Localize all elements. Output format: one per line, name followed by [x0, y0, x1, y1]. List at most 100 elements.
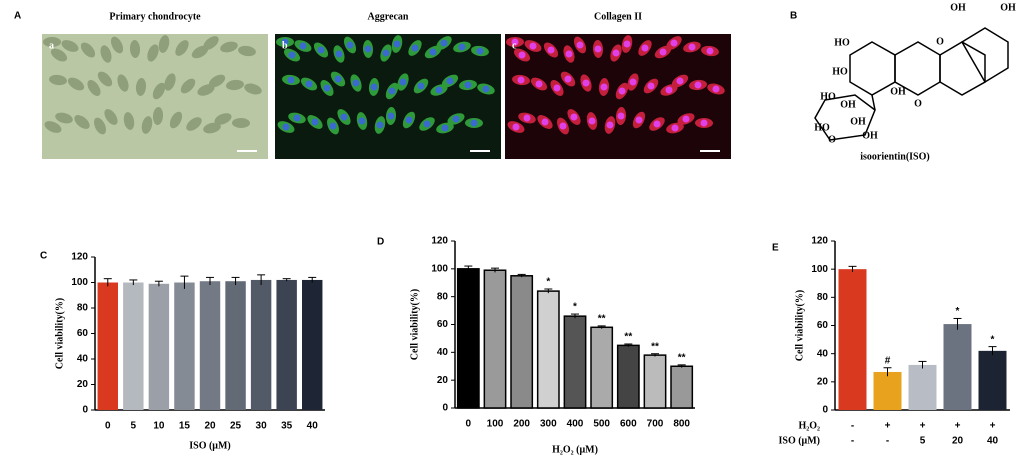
- nucleus: [435, 86, 443, 94]
- atom: HO: [814, 122, 830, 133]
- atom: O: [914, 98, 922, 109]
- bar: [590, 326, 614, 409]
- y-axis-label: Cell viability(%): [794, 290, 805, 361]
- nucleus: [399, 78, 407, 86]
- cell: [232, 117, 250, 129]
- y-tick-label: 40: [77, 354, 89, 365]
- nucleus: [293, 114, 301, 122]
- x-tick-label: 400: [567, 419, 584, 430]
- cell: [80, 42, 96, 58]
- atom: O: [936, 36, 944, 47]
- cell: [141, 116, 153, 134]
- panel-label: B: [790, 11, 797, 22]
- nucleus: [287, 76, 295, 84]
- bar: [943, 324, 972, 410]
- x-axis-label: H₂O₂ (μM): [552, 444, 598, 455]
- x-tick-label: 200: [513, 419, 530, 430]
- annotation: **: [651, 341, 659, 352]
- annotation: *: [546, 277, 550, 288]
- annotation: *: [573, 302, 577, 313]
- bar: [616, 344, 640, 409]
- atom: OH: [1000, 2, 1016, 13]
- y-tick-label: 60: [817, 320, 829, 331]
- cell: [67, 77, 85, 91]
- nucleus: [470, 119, 478, 127]
- nucleus: [382, 49, 390, 57]
- x-tick-label: 40: [307, 421, 319, 432]
- nucleus: [629, 78, 637, 86]
- cell: [104, 109, 118, 125]
- nucleus: [411, 44, 419, 52]
- x-tick-label: 20: [204, 421, 216, 432]
- structure: [814, 27, 1009, 141]
- nucleus: [688, 43, 696, 51]
- y-tick-label: 80: [77, 303, 89, 314]
- nucleus: [370, 83, 378, 91]
- bar: [302, 279, 323, 410]
- x-tick-label: 30: [256, 421, 268, 432]
- nucleus: [682, 115, 690, 123]
- nucleus: [523, 114, 531, 122]
- cell: [197, 84, 215, 96]
- x-tick-label: 600: [620, 419, 637, 430]
- annotation: **: [598, 314, 606, 325]
- x-row-value: 5: [920, 436, 926, 447]
- atom: HO: [834, 37, 850, 48]
- x-tick-label: 25: [230, 421, 242, 432]
- atom: OH: [850, 116, 866, 127]
- nucleus: [288, 51, 296, 59]
- bar: [174, 282, 195, 410]
- x-tick-label: 700: [647, 419, 664, 430]
- nucleus: [423, 120, 431, 128]
- image-tag: a: [49, 40, 54, 51]
- annotation: *: [956, 306, 960, 317]
- nucleus: [352, 79, 360, 87]
- bar: [276, 279, 297, 410]
- bar: [483, 269, 507, 409]
- x-row-value: +: [885, 421, 891, 432]
- atom: HO: [832, 66, 848, 77]
- nucleus: [653, 120, 661, 128]
- nucleus: [452, 115, 460, 123]
- cell: [97, 71, 113, 87]
- cell: [208, 74, 226, 88]
- nucleus: [535, 80, 543, 88]
- nucleus: [576, 41, 584, 49]
- image-tag: c: [512, 40, 517, 51]
- nucleus: [340, 113, 348, 121]
- x-tick-label: 300: [540, 419, 557, 430]
- nucleus: [600, 83, 608, 91]
- cell: [147, 44, 159, 62]
- nucleus: [282, 123, 290, 131]
- x-tick-label: 100: [487, 419, 504, 430]
- x-tick-label: 0: [466, 419, 472, 430]
- atom: HO: [820, 91, 836, 102]
- y-tick-label: 0: [822, 405, 828, 416]
- nucleus: [317, 46, 325, 54]
- cell: [87, 80, 101, 96]
- cell: [244, 83, 262, 95]
- nucleus: [512, 123, 520, 131]
- y-tick-label: 40: [437, 347, 449, 358]
- cell: [117, 74, 129, 92]
- bar: [670, 365, 694, 409]
- cell: [175, 40, 189, 56]
- x-row-value: -: [851, 421, 854, 432]
- x-row-label: H₂O₂: [798, 420, 820, 431]
- nucleus: [659, 48, 667, 56]
- cell: [74, 115, 90, 129]
- image-title: Primary chondrocyte: [109, 11, 201, 22]
- nucleus: [464, 81, 472, 89]
- y-tick-label: 80: [817, 292, 829, 303]
- scale-bar: [700, 150, 720, 152]
- nucleus: [458, 43, 466, 51]
- nucleus: [671, 124, 679, 132]
- atom: OH: [890, 86, 906, 97]
- nucleus: [299, 42, 307, 50]
- bar: [148, 283, 170, 410]
- x-tick-label: 10: [153, 421, 165, 432]
- x-row-value: +: [955, 421, 961, 432]
- y-tick-label: 0: [442, 403, 448, 414]
- caption: isoorientin(ISO): [860, 151, 929, 162]
